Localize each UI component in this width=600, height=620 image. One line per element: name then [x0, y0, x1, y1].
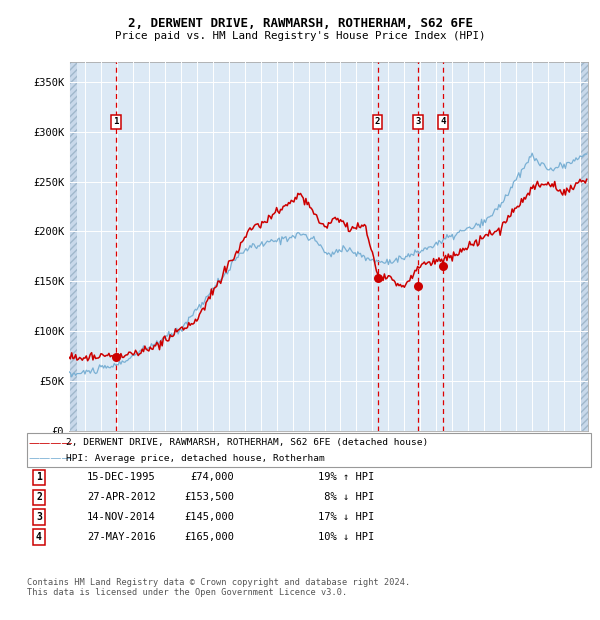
Text: ————: ———— — [29, 453, 73, 463]
Text: 2, DERWENT DRIVE, RAWMARSH, ROTHERHAM, S62 6FE: 2, DERWENT DRIVE, RAWMARSH, ROTHERHAM, S… — [128, 17, 473, 30]
Bar — [580, 62, 588, 431]
Bar — [69, 62, 77, 431]
Text: £145,000: £145,000 — [184, 512, 234, 522]
Text: 1: 1 — [113, 117, 119, 126]
Text: HPI: Average price, detached house, Rotherham: HPI: Average price, detached house, Roth… — [66, 454, 325, 463]
Text: 1: 1 — [36, 472, 42, 482]
Text: 14-NOV-2014: 14-NOV-2014 — [87, 512, 156, 522]
Text: 2: 2 — [36, 492, 42, 502]
Text: 10% ↓ HPI: 10% ↓ HPI — [318, 532, 374, 542]
Bar — [69, 62, 77, 431]
Text: 27-MAY-2016: 27-MAY-2016 — [87, 532, 156, 542]
Text: 15-DEC-1995: 15-DEC-1995 — [87, 472, 156, 482]
Text: 2, DERWENT DRIVE, RAWMARSH, ROTHERHAM, S62 6FE (detached house): 2, DERWENT DRIVE, RAWMARSH, ROTHERHAM, S… — [66, 438, 428, 448]
Text: 8% ↓ HPI: 8% ↓ HPI — [318, 492, 374, 502]
Text: £74,000: £74,000 — [190, 472, 234, 482]
Text: £153,500: £153,500 — [184, 492, 234, 502]
Text: Contains HM Land Registry data © Crown copyright and database right 2024.
This d: Contains HM Land Registry data © Crown c… — [27, 578, 410, 597]
Text: 4: 4 — [440, 117, 446, 126]
Text: Price paid vs. HM Land Registry's House Price Index (HPI): Price paid vs. HM Land Registry's House … — [115, 31, 485, 41]
Text: ————: ———— — [29, 438, 73, 448]
Text: 3: 3 — [416, 117, 421, 126]
Text: 2: 2 — [375, 117, 380, 126]
Text: 19% ↑ HPI: 19% ↑ HPI — [318, 472, 374, 482]
Text: 4: 4 — [36, 532, 42, 542]
Text: £165,000: £165,000 — [184, 532, 234, 542]
Bar — [580, 62, 588, 431]
Text: 27-APR-2012: 27-APR-2012 — [87, 492, 156, 502]
Text: 3: 3 — [36, 512, 42, 522]
Text: 17% ↓ HPI: 17% ↓ HPI — [318, 512, 374, 522]
